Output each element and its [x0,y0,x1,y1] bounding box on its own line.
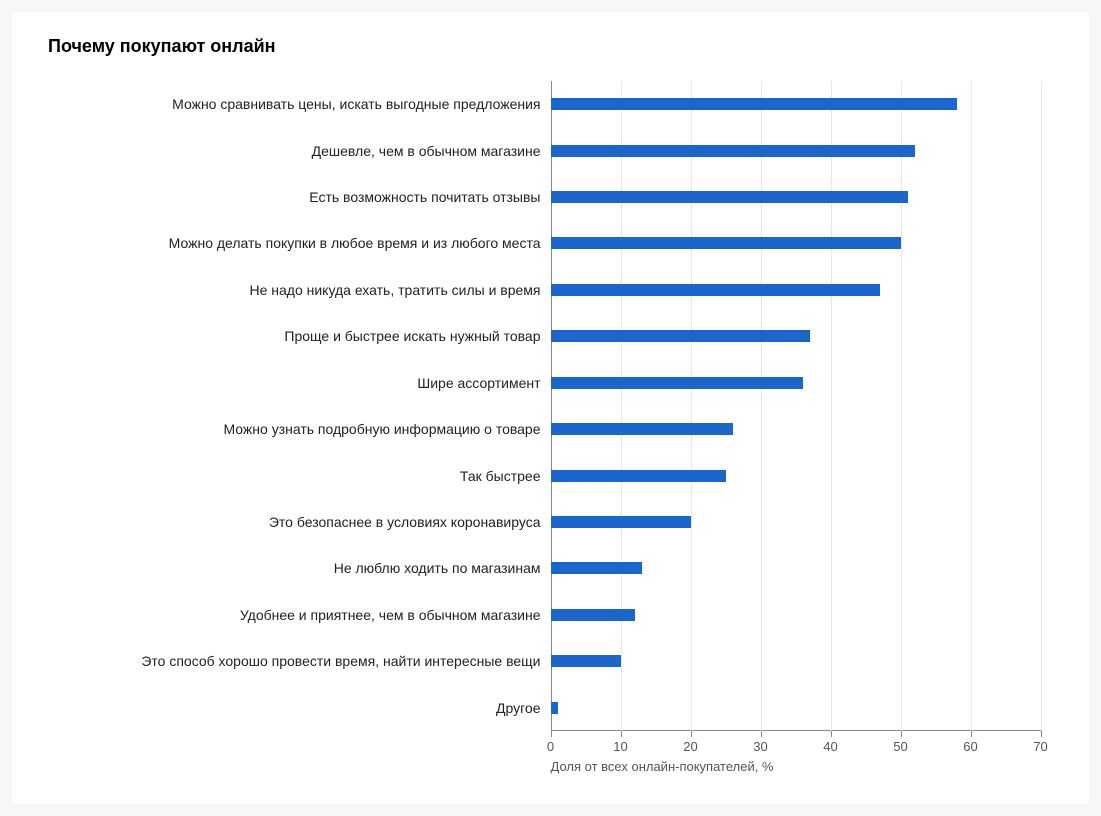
x-tick [621,731,622,737]
x-tick-label: 20 [683,739,697,754]
bar-label: Проще и быстрее искать нужный товар [61,328,541,344]
bar-label: Можно делать покупки в любое время и из … [61,235,541,251]
bar-label: Это безопаснее в условиях коронавируса [61,514,541,530]
bar [551,237,901,249]
x-tick [761,731,762,737]
chart-title: Почему покупают онлайн [48,36,1059,57]
bar-row: Шире ассортимент [51,360,1051,406]
bar [551,377,803,389]
x-axis-title: Доля от всех онлайн-покупателей, % [551,759,774,774]
bar [551,423,733,435]
bar-row: Проще и быстрее искать нужный товар [51,313,1051,359]
x-tick-label: 0 [547,739,554,754]
x-tick-label: 30 [753,739,767,754]
bar-row: Не люблю ходить по магазинам [51,545,1051,591]
bar [551,562,642,574]
bar-row: Это безопаснее в условиях коронавируса [51,499,1051,545]
bar [551,516,691,528]
x-tick [551,731,552,737]
bar-label: Шире ассортимент [61,375,541,391]
x-tick [831,731,832,737]
x-tick-label: 70 [1033,739,1047,754]
bar [551,98,957,110]
bar [551,702,558,714]
x-tick [1041,731,1042,737]
bar [551,145,915,157]
bar [551,609,635,621]
bar-row: Удобнее и приятнее, чем в обычном магази… [51,592,1051,638]
bar-label: Можно узнать подробную информацию о това… [61,421,541,437]
bar-row: Есть возможность почитать отзывы [51,174,1051,220]
bar-row: Так быстрее [51,452,1051,498]
bar-row: Можно сравнивать цены, искать выгодные п… [51,81,1051,127]
x-tick-label: 10 [613,739,627,754]
bar-row: Это способ хорошо провести время, найти … [51,638,1051,684]
bar-label: Это способ хорошо провести время, найти … [61,653,541,669]
bar-row: Не надо никуда ехать, тратить силы и вре… [51,267,1051,313]
bar-row: Дешевле, чем в обычном магазине [51,127,1051,173]
bar [551,284,880,296]
bar-label: Дешевле, чем в обычном магазине [61,143,541,159]
chart-card: Почему покупают онлайн Доля от всех онла… [12,12,1089,804]
chart-area: Доля от всех онлайн-покупателей, % 0 10 20… [51,81,1051,781]
x-tick-label: 40 [823,739,837,754]
bar [551,655,621,667]
x-tick-label: 50 [893,739,907,754]
bar [551,330,810,342]
bar-label: Можно сравнивать цены, искать выгодные п… [61,96,541,112]
bar-label: Другое [61,700,541,716]
bar-label: Не надо никуда ехать, тратить силы и вре… [61,282,541,298]
x-tick-label: 60 [963,739,977,754]
bar [551,191,908,203]
bar-row: Можно узнать подробную информацию о това… [51,406,1051,452]
bar [551,470,726,482]
x-tick [901,731,902,737]
x-tick [971,731,972,737]
bar-label: Есть возможность почитать отзывы [61,189,541,205]
bar-label: Не люблю ходить по магазинам [61,560,541,576]
bar-row: Другое [51,685,1051,731]
bar-label: Удобнее и приятнее, чем в обычном магази… [61,607,541,623]
bar-row: Можно делать покупки в любое время и из … [51,220,1051,266]
bar-label: Так быстрее [61,468,541,484]
x-tick [691,731,692,737]
